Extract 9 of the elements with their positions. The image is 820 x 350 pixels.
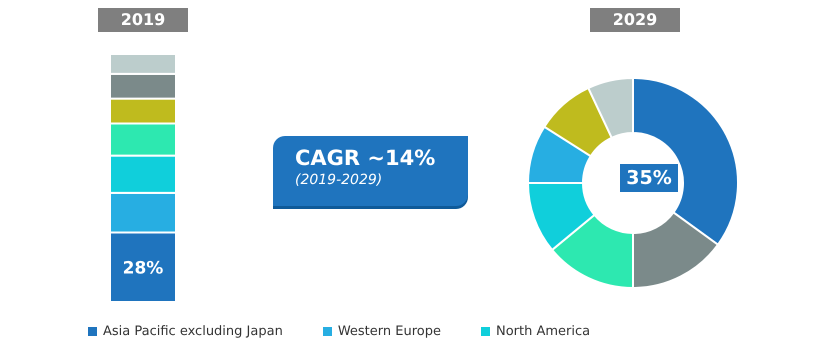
data-label: 28%: [122, 258, 164, 278]
legend-label: Western Europe: [338, 324, 441, 339]
data-label: 35%: [620, 164, 678, 192]
legend-label: North America: [496, 324, 590, 339]
chart-title: 2029: [590, 8, 680, 32]
chart-title: 2019: [98, 8, 188, 32]
text: CAGR ~14%: [295, 146, 436, 170]
text: (2019-2029): [295, 172, 384, 188]
series-label: Asia Pacific excluding Japan: [103, 324, 283, 339]
